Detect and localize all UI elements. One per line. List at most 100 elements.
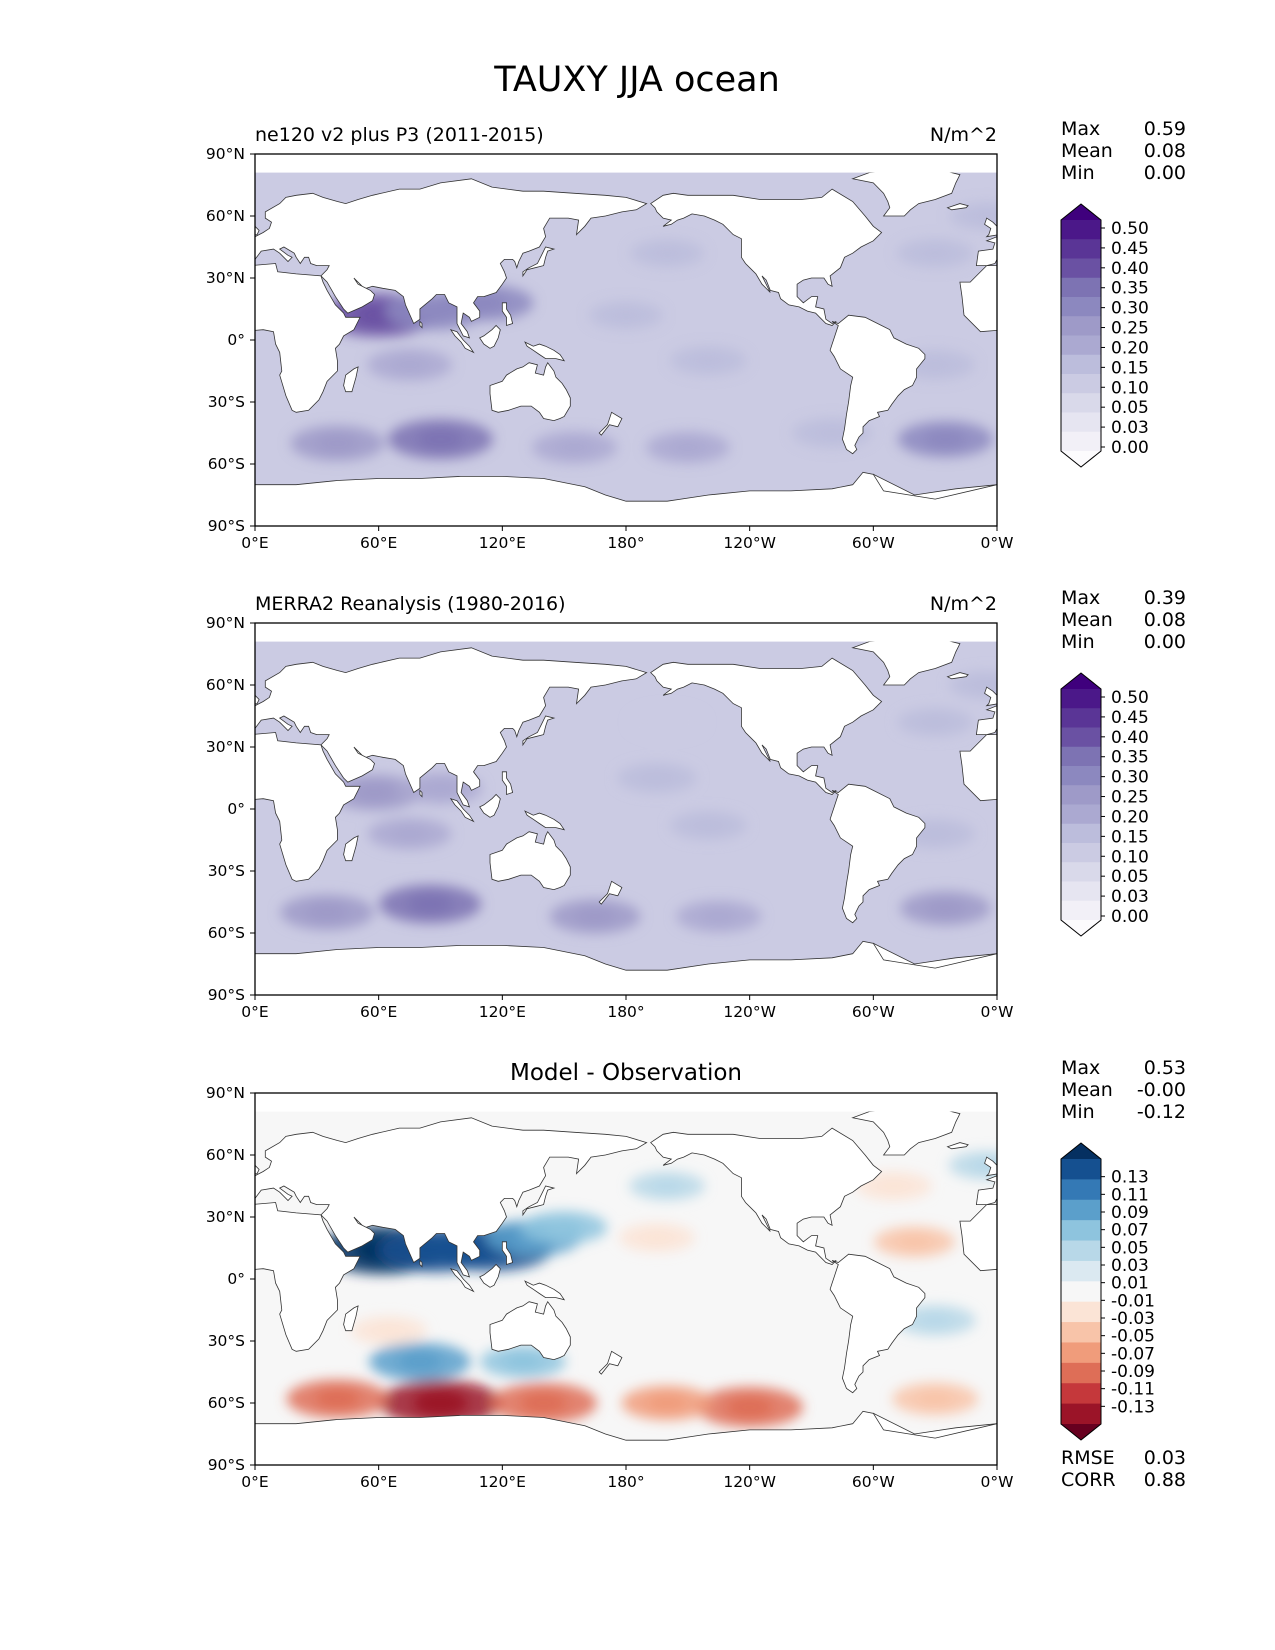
y-tick-label: 30°N (206, 269, 245, 287)
colorbar-label: 0.15 (1111, 827, 1149, 847)
field-feature-core (639, 769, 675, 787)
y-tick-label: 60°N (206, 1146, 245, 1164)
field-feature-core (397, 1351, 443, 1373)
field-feature-core (876, 1178, 911, 1194)
field-feature-core (371, 1322, 406, 1339)
coastline (522, 715, 556, 747)
land-mask (0, 168, 997, 526)
field-feature-core (917, 825, 954, 843)
y-tick-label: 60°S (208, 1394, 245, 1412)
coastline (343, 366, 359, 393)
coastline (975, 236, 997, 266)
coastline (946, 672, 969, 680)
colorbar-segment (1061, 335, 1101, 356)
colorbar-extend-bottom (1061, 1424, 1101, 1440)
colorbar-extend-top (1061, 1143, 1101, 1159)
field-feature-core (924, 429, 967, 450)
x-tick-label: 0°E (241, 534, 268, 552)
colorbar-segment (1061, 1220, 1101, 1242)
y-tick-label: 60°N (206, 207, 245, 225)
colorbar-label: 0.45 (1111, 239, 1149, 259)
colorbar-segment (1061, 785, 1101, 805)
field-feature-core (699, 907, 738, 926)
colorbar-segment (1061, 746, 1101, 767)
coastline (255, 471, 997, 526)
colorbar-label: 0.40 (1111, 728, 1149, 748)
coastline (0, 1128, 140, 1264)
panel-ref: 0°E 60°E 120°E 180° 120°W 60°W 0°W 90°N 60°N 30°N… (206, 587, 1186, 1021)
colorbar-label: 0.10 (1111, 378, 1149, 398)
coastline (255, 225, 260, 236)
coastline (489, 1300, 571, 1361)
field-feature-core (691, 817, 726, 834)
colorbar-segment (1061, 708, 1101, 728)
field-feature-core (503, 1352, 543, 1371)
colorbar-label: 0.00 (1111, 438, 1149, 458)
y-tick-label: 90°S (208, 1456, 245, 1474)
colorbar-segment (1061, 1199, 1101, 1221)
colorbar-label: 0.03 (1111, 418, 1149, 438)
field-feature-core (574, 906, 616, 926)
colorbar-label: 0.09 (1111, 1203, 1149, 1223)
colorbar-label: 0.03 (1111, 887, 1149, 907)
coastline (984, 686, 997, 707)
field-feature-core (390, 825, 429, 843)
colorbar-label: -0.07 (1111, 1344, 1155, 1364)
coastline (0, 189, 140, 325)
colorbar-label: 0.25 (1111, 788, 1149, 808)
field-feature-core (970, 208, 997, 224)
y-tick-label: 30°N (206, 738, 245, 756)
x-tick-label: 60°E (360, 534, 397, 552)
stat-label-min: Min (1061, 162, 1095, 184)
stat-value-max: 0.53 (1144, 1057, 1186, 1079)
coastline (489, 830, 571, 891)
coastline (255, 263, 361, 413)
stat-label-min: Min (1061, 1101, 1095, 1123)
colorbar-label: 0.01 (1111, 1274, 1149, 1294)
coastline (598, 880, 623, 905)
field-feature-core (814, 424, 851, 442)
x-tick-label: 0°E (241, 1473, 268, 1491)
coastline (959, 1203, 997, 1272)
colorbar-segment (1061, 823, 1101, 844)
coastline (984, 1156, 997, 1177)
colorbar-extend-bottom (1061, 451, 1101, 467)
colorbar-segment (1061, 804, 1101, 825)
colorbar-segment (1061, 374, 1101, 394)
field-feature-core (306, 902, 349, 923)
coastline (255, 647, 648, 808)
field-feature-core (725, 1395, 774, 1419)
colorbar-segment (1061, 1383, 1101, 1405)
coastline (255, 732, 361, 882)
stat-value-min: -0.12 (1137, 1101, 1186, 1123)
coastline (255, 940, 997, 995)
colorbar-label: -0.09 (1111, 1362, 1155, 1382)
colorbar-segment (1061, 766, 1101, 786)
coastline (829, 1253, 926, 1394)
colorbar-label: 0.45 (1111, 708, 1149, 728)
colorbar-label: -0.01 (1111, 1291, 1155, 1311)
field-feature-core (519, 1391, 568, 1415)
y-tick-label: 90°N (206, 145, 245, 163)
polar-mask-north (255, 1093, 997, 1112)
colorbar-segment (1061, 881, 1101, 902)
coastline (946, 1142, 969, 1150)
coastline (449, 328, 475, 354)
coastline (88, 315, 183, 454)
colorbar-label: -0.05 (1111, 1327, 1155, 1347)
y-tick-label: 0° (227, 1270, 245, 1288)
colorbar-segment (1061, 316, 1101, 336)
colorbar-label: 0.20 (1111, 807, 1149, 827)
field-feature-core (555, 438, 594, 457)
coastline (88, 1254, 183, 1393)
colorbar-label: 0.05 (1111, 1238, 1149, 1258)
x-tick-label: 180° (607, 1003, 644, 1021)
y-tick-label: 60°S (208, 924, 245, 942)
colorbar-segment (1061, 1179, 1101, 1201)
x-tick-label: 120°W (723, 534, 776, 552)
colorbar-segment (1061, 1403, 1101, 1425)
stat-label-rmse: RMSE (1061, 1447, 1115, 1469)
colorbar-segment (1061, 297, 1101, 317)
colorbar-label: -0.13 (1111, 1397, 1155, 1417)
colorbar-label: 0.20 (1111, 338, 1149, 358)
